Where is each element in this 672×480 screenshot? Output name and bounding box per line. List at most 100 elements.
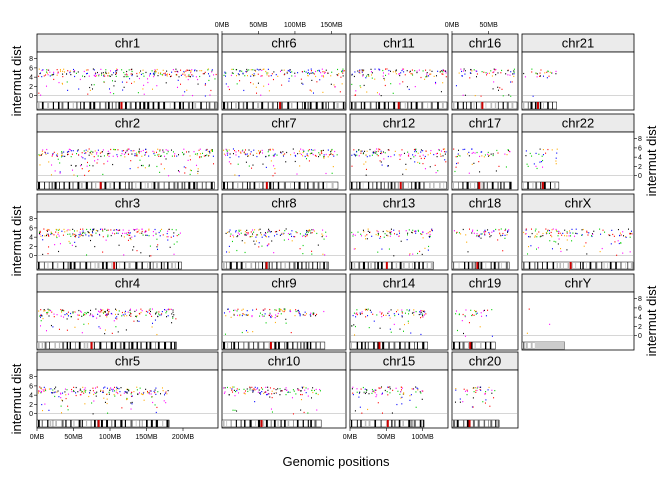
mutation-point — [300, 393, 302, 396]
mutation-point — [154, 228, 156, 231]
mutation-point — [574, 235, 576, 237]
mutation-point — [353, 149, 355, 151]
mutation-point — [235, 75, 237, 77]
mutation-point — [70, 312, 72, 315]
mutation-point — [125, 76, 127, 78]
ideogram-band — [119, 262, 121, 269]
mutation-point — [48, 234, 50, 236]
mutation-point — [362, 386, 364, 389]
mutation-point — [89, 389, 91, 392]
ideogram-band — [480, 342, 482, 349]
mutation-point — [256, 92, 258, 94]
mutation-point — [84, 158, 86, 160]
mutation-point — [88, 232, 90, 234]
mutation-point — [472, 229, 474, 231]
ideogram-band — [539, 102, 542, 109]
mutation-point — [342, 72, 344, 74]
mutation-point — [402, 68, 404, 71]
mutation-point — [263, 315, 265, 317]
mutation-point — [121, 311, 123, 314]
ideogram-band — [470, 342, 473, 349]
mutation-point — [136, 155, 138, 157]
mutation-point — [303, 150, 305, 152]
mutation-point — [278, 310, 280, 312]
ideogram-chr18 — [451, 261, 510, 270]
mutation-point — [330, 153, 332, 155]
mutation-point — [138, 320, 140, 322]
mutation-point — [90, 309, 92, 311]
mutation-point — [190, 71, 192, 73]
mutation-point — [378, 387, 380, 389]
mutation-point — [392, 71, 394, 73]
mutation-point — [495, 74, 497, 76]
ideogram-chr14 — [349, 341, 428, 350]
ideogram-band — [474, 182, 476, 189]
mutation-point — [201, 156, 203, 158]
mutation-point — [298, 150, 300, 152]
mutation-point — [121, 153, 123, 155]
mutation-point — [387, 312, 389, 314]
mutation-point — [291, 397, 293, 399]
x-axis-col-3: 0MB 50MB 100MB — [343, 428, 434, 441]
mutation-point — [84, 314, 86, 316]
mutation-point — [301, 386, 303, 388]
mutation-point — [156, 85, 158, 87]
mutation-point — [455, 389, 457, 391]
ideogram-band — [245, 262, 247, 269]
ideogram-band — [457, 102, 459, 109]
mutation-point — [591, 235, 593, 238]
mutation-point — [302, 314, 304, 316]
mutation-point — [302, 235, 304, 237]
mutation-point — [267, 389, 269, 391]
mutation-point — [352, 233, 354, 235]
mutation-point — [121, 407, 123, 409]
mutation-point — [85, 313, 87, 315]
mutation-point — [394, 150, 396, 152]
mutation-point — [311, 232, 313, 234]
mutation-point — [511, 81, 513, 83]
mutation-point — [66, 230, 68, 232]
mutation-point — [353, 324, 355, 326]
mutation-point — [70, 74, 72, 76]
mutation-point — [462, 94, 464, 96]
ideogram-band — [421, 102, 424, 109]
mutation-point — [107, 313, 109, 315]
mutation-point — [41, 150, 43, 152]
mutation-point — [89, 228, 91, 231]
ideogram-chr5 — [36, 419, 170, 428]
mutation-point — [463, 388, 465, 390]
panel-body — [349, 131, 449, 191]
mutation-point — [122, 314, 124, 316]
mutation-point — [484, 402, 486, 404]
ideogram-band — [351, 182, 353, 189]
mutation-point — [374, 150, 376, 152]
mutation-point — [182, 94, 184, 96]
mutation-point — [383, 72, 384, 74]
panel-chr13: chr13 — [349, 193, 449, 271]
mutation-point — [227, 86, 229, 88]
mutation-point — [387, 235, 389, 237]
mutation-point — [165, 309, 167, 311]
ideogram-band — [115, 102, 117, 109]
mutation-point — [375, 389, 377, 391]
mutation-point — [154, 319, 156, 321]
mutation-point — [281, 84, 283, 86]
mutation-point — [69, 242, 71, 244]
mutation-point — [240, 232, 242, 234]
mutation-point — [471, 148, 473, 150]
panel-title: chr20 — [469, 354, 502, 369]
mutation-point — [123, 236, 125, 238]
mutation-point — [116, 316, 118, 318]
mutation-point — [115, 317, 117, 319]
mutation-point — [238, 233, 240, 235]
mutation-point — [389, 230, 391, 232]
mutation-point — [367, 408, 369, 411]
mutation-point — [62, 400, 64, 402]
mutation-point — [61, 154, 63, 156]
mutation-point — [157, 148, 159, 150]
ideogram-band — [571, 262, 573, 269]
mutation-point — [73, 71, 75, 73]
ideogram-band — [113, 182, 115, 189]
mutation-point — [138, 148, 140, 150]
